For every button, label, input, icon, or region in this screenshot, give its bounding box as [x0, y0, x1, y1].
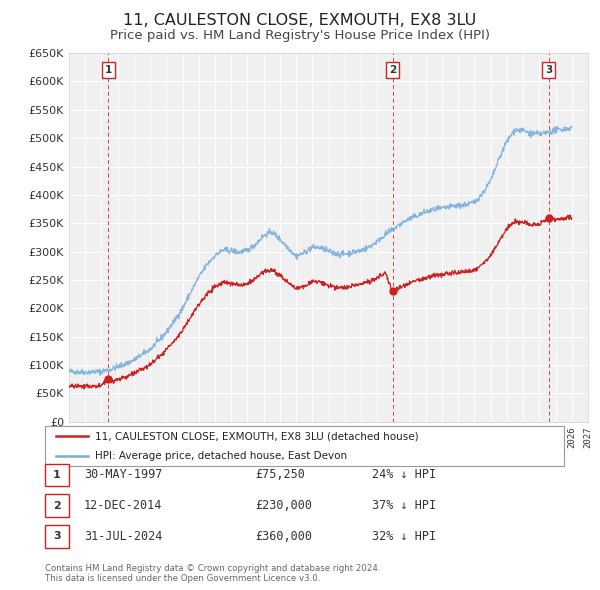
Text: 30-MAY-1997: 30-MAY-1997 [84, 468, 163, 481]
Text: Contains HM Land Registry data © Crown copyright and database right 2024.
This d: Contains HM Land Registry data © Crown c… [45, 563, 380, 583]
Text: £230,000: £230,000 [255, 499, 312, 512]
Text: £360,000: £360,000 [255, 530, 312, 543]
Text: 12-DEC-2014: 12-DEC-2014 [84, 499, 163, 512]
Text: 1: 1 [104, 65, 112, 75]
Text: 24% ↓ HPI: 24% ↓ HPI [372, 468, 436, 481]
Text: HPI: Average price, detached house, East Devon: HPI: Average price, detached house, East… [95, 451, 347, 461]
Text: £75,250: £75,250 [255, 468, 305, 481]
Text: 11, CAULESTON CLOSE, EXMOUTH, EX8 3LU: 11, CAULESTON CLOSE, EXMOUTH, EX8 3LU [124, 13, 476, 28]
Text: 37% ↓ HPI: 37% ↓ HPI [372, 499, 436, 512]
Text: 2: 2 [53, 501, 61, 510]
Text: Price paid vs. HM Land Registry's House Price Index (HPI): Price paid vs. HM Land Registry's House … [110, 29, 490, 42]
Text: 2: 2 [389, 65, 396, 75]
Text: 11, CAULESTON CLOSE, EXMOUTH, EX8 3LU (detached house): 11, CAULESTON CLOSE, EXMOUTH, EX8 3LU (d… [95, 431, 419, 441]
Text: 3: 3 [545, 65, 553, 75]
Text: 31-JUL-2024: 31-JUL-2024 [84, 530, 163, 543]
Text: 32% ↓ HPI: 32% ↓ HPI [372, 530, 436, 543]
Text: 3: 3 [53, 532, 61, 541]
Text: 1: 1 [53, 470, 61, 480]
